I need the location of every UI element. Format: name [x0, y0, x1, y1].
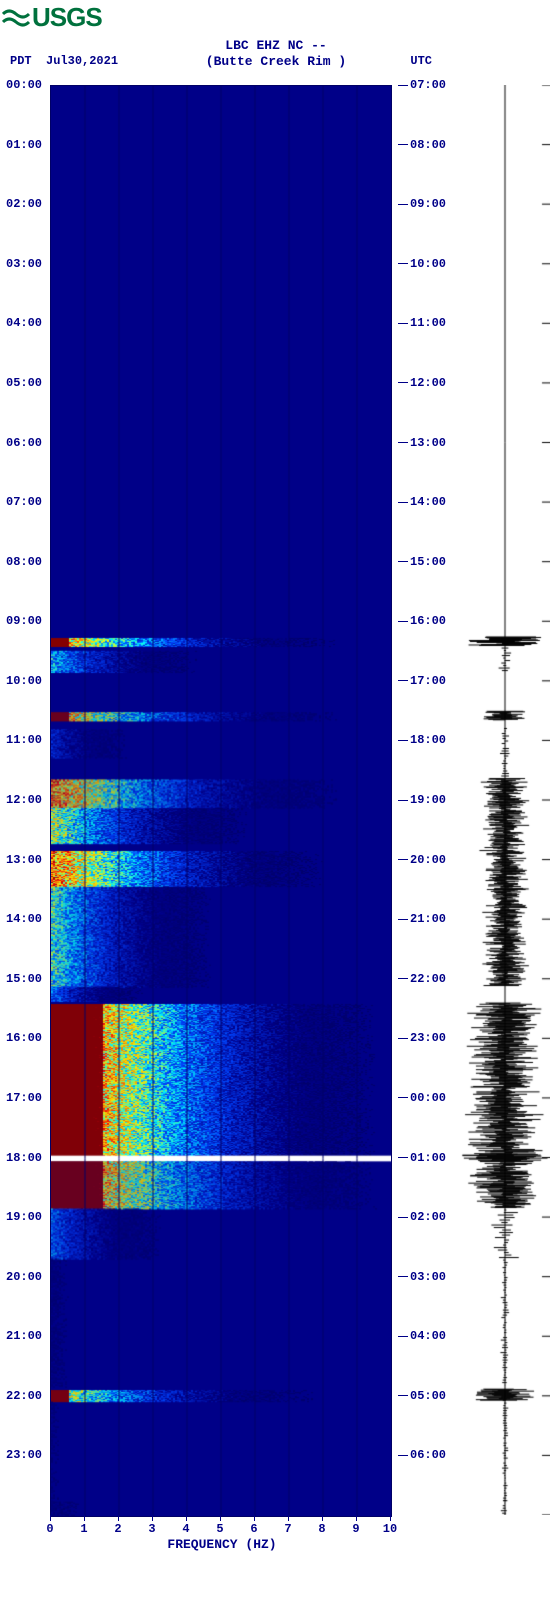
date-label: Jul30,2021: [46, 54, 118, 68]
pdt-time-label: 22:00: [6, 1389, 42, 1403]
pdt-time-label: 19:00: [6, 1210, 42, 1224]
pdt-time-label: 00:00: [6, 78, 42, 92]
x-tick-label: 1: [80, 1522, 87, 1536]
utc-time-label: 14:00: [398, 495, 446, 509]
station-id: LBC EHZ NC --: [0, 38, 552, 54]
x-tick: [152, 1515, 153, 1521]
x-tick: [254, 1515, 255, 1521]
pdt-time-label: 16:00: [6, 1031, 42, 1045]
utc-time-label: 17:00: [398, 674, 446, 688]
pdt-time-label: 23:00: [6, 1448, 42, 1462]
pdt-time-label: 09:00: [6, 614, 42, 628]
pdt-time-label: 17:00: [6, 1091, 42, 1105]
pdt-time-label: 15:00: [6, 972, 42, 986]
utc-time-label: 06:00: [398, 1448, 446, 1462]
usgs-logo: USGS: [2, 2, 102, 33]
seismogram-panel: [460, 85, 550, 1515]
plot-region: FREQUENCY (HZ) 0 1 2 3 4 5 6 7 8 9 10 00:00 01:00 02…: [0, 85, 552, 1585]
usgs-text: USGS: [32, 2, 102, 33]
utc-time-label: 13:00: [398, 436, 446, 450]
utc-time-label: 18:00: [398, 733, 446, 747]
utc-time-label: 05:00: [398, 1389, 446, 1403]
spectrogram-panel: [50, 85, 392, 1517]
x-tick-label: 5: [216, 1522, 223, 1536]
x-tick-label: 10: [383, 1522, 397, 1536]
pdt-time-label: 07:00: [6, 495, 42, 509]
x-tick-label: 6: [250, 1522, 257, 1536]
x-tick-label: 2: [114, 1522, 121, 1536]
pdt-time-label: 13:00: [6, 853, 42, 867]
pdt-time-label: 05:00: [6, 376, 42, 390]
x-tick: [390, 1515, 391, 1521]
utc-time-label: 09:00: [398, 197, 446, 211]
pdt-time-label: 14:00: [6, 912, 42, 926]
x-tick: [84, 1515, 85, 1521]
pdt-time-label: 03:00: [6, 257, 42, 271]
pdt-time-label: 11:00: [6, 733, 42, 747]
utc-time-label: 03:00: [398, 1270, 446, 1284]
x-tick-label: 9: [352, 1522, 359, 1536]
pdt-time-label: 10:00: [6, 674, 42, 688]
utc-time-label: 04:00: [398, 1329, 446, 1343]
x-tick-label: 8: [318, 1522, 325, 1536]
utc-time-label: 23:00: [398, 1031, 446, 1045]
utc-time-label: 11:00: [398, 316, 446, 330]
x-tick-label: 3: [148, 1522, 155, 1536]
seismogram-canvas: [460, 85, 550, 1515]
utc-time-label: 08:00: [398, 138, 446, 152]
x-tick-label: 7: [284, 1522, 291, 1536]
x-axis-title: FREQUENCY (HZ): [50, 1537, 394, 1552]
pdt-time-label: 21:00: [6, 1329, 42, 1343]
utc-time-label: 01:00: [398, 1151, 446, 1165]
utc-time-label: 22:00: [398, 972, 446, 986]
usgs-wave-icon: [2, 6, 30, 30]
pdt-time-label: 08:00: [6, 555, 42, 569]
pdt-time-label: 04:00: [6, 316, 42, 330]
pdt-time-label: 06:00: [6, 436, 42, 450]
pdt-time-label: 01:00: [6, 138, 42, 152]
spectrogram-canvas: [51, 86, 391, 1516]
x-tick: [356, 1515, 357, 1521]
utc-time-label: 12:00: [398, 376, 446, 390]
x-tick-label: 0: [46, 1522, 53, 1536]
utc-time-label: 19:00: [398, 793, 446, 807]
x-tick: [322, 1515, 323, 1521]
pdt-time-label: 12:00: [6, 793, 42, 807]
utc-time-label: 16:00: [398, 614, 446, 628]
pdt-time-label: 02:00: [6, 197, 42, 211]
x-axis: FREQUENCY (HZ) 012345678910: [50, 1515, 394, 1555]
utc-time-label: 20:00: [398, 853, 446, 867]
x-tick: [118, 1515, 119, 1521]
header-left-tz: PDT Jul30,2021: [10, 54, 118, 68]
utc-time-label: 21:00: [398, 912, 446, 926]
x-tick: [50, 1515, 51, 1521]
pdt-time-label: 20:00: [6, 1270, 42, 1284]
utc-time-label: 15:00: [398, 555, 446, 569]
x-tick-label: 4: [182, 1522, 189, 1536]
utc-time-label: 00:00: [398, 1091, 446, 1105]
utc-time-label: 07:00: [398, 78, 446, 92]
x-tick: [288, 1515, 289, 1521]
pdt-time-label: 18:00: [6, 1151, 42, 1165]
x-tick: [186, 1515, 187, 1521]
utc-time-label: 02:00: [398, 1210, 446, 1224]
x-tick: [220, 1515, 221, 1521]
header-right-tz: UTC: [410, 54, 432, 68]
left-tz-label: PDT: [10, 54, 32, 68]
utc-time-label: 10:00: [398, 257, 446, 271]
